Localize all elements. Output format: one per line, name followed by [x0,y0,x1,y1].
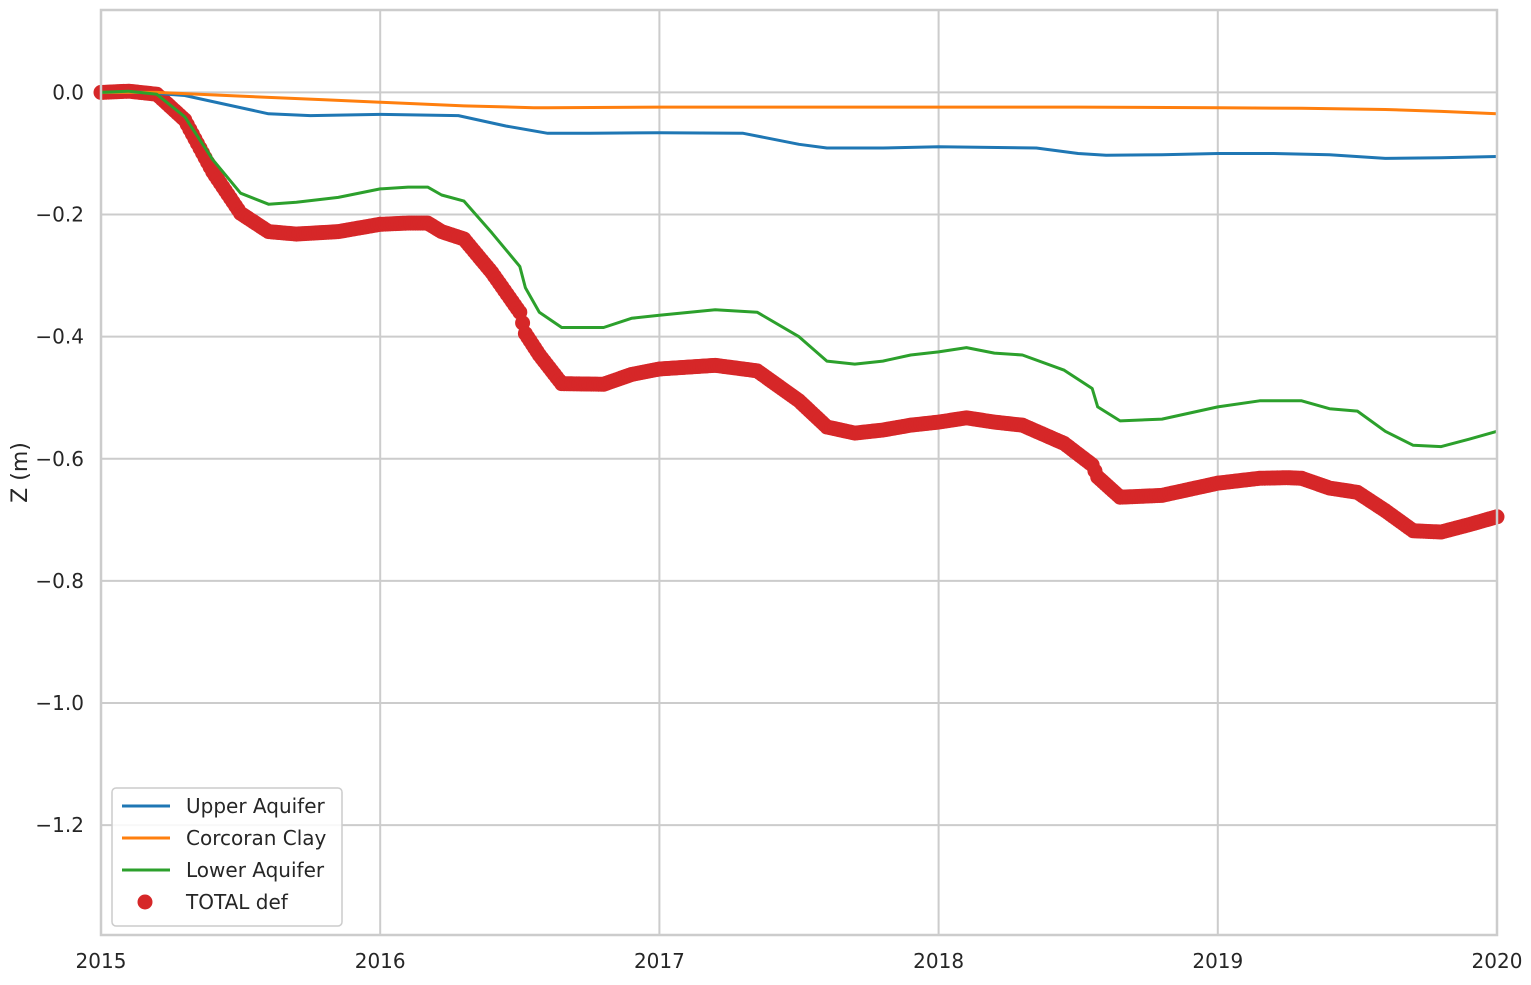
x-tick-label: 2016 [355,949,406,973]
y-axis: 0.0 −0.2 −0.4 −0.6 −0.8 −1.0 −1.2 [35,80,84,837]
lower-aquifer-line [100,89,1498,449]
series-total-def [93,83,1505,540]
y-tick-label: −0.2 [35,203,84,227]
legend-label: Lower Aquifer [186,858,325,882]
y-tick-label: −0.8 [35,569,84,593]
legend-label: Corcoran Clay [186,826,327,850]
x-axis: 2015 2016 2017 2018 2019 2020 [76,949,1523,973]
y-tick-label: −1.0 [35,691,84,715]
legend-label: Upper Aquifer [186,794,326,818]
series-layer [93,83,1505,540]
legend-item-upper-aquifer: Upper Aquifer [122,794,326,818]
upper-aquifer-line [101,90,1498,160]
legend-label: TOTAL def [185,890,289,914]
legend-item-corcoran-clay: Corcoran Clay [122,826,327,850]
corcoran-clay-line [101,90,1498,116]
series-lower-aquifer [100,89,1498,449]
series-upper-aquifer [101,90,1498,160]
x-tick-label: 2018 [913,949,964,973]
legend-item-lower-aquifer: Lower Aquifer [122,858,325,882]
x-tick-label: 2017 [634,949,685,973]
y-tick-label: −1.2 [35,813,84,837]
y-tick-label: 0.0 [52,80,84,104]
series-corcoran-clay [101,90,1498,116]
legend: Upper Aquifer Corcoran Clay Lower Aquifer T… [111,787,343,927]
x-tick-label: 2020 [1472,949,1523,973]
y-tick-label: −0.4 [35,325,84,349]
y-axis-label: Z (m) [8,442,33,503]
legend-marker [137,894,153,910]
plot-frame [99,8,1499,937]
x-tick-label: 2015 [76,949,127,973]
y-tick-label: −0.6 [35,447,84,471]
x-tick-label: 2019 [1192,949,1243,973]
legend-box [111,787,343,927]
legend-item-total-def: TOTAL def [137,890,289,914]
